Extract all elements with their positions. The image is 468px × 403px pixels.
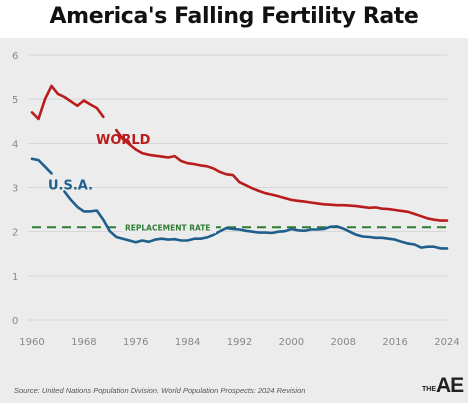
x-tick-label: 1976 (123, 337, 148, 348)
x-tick-label: 1992 (227, 337, 252, 348)
y-tick-label: 5 (12, 95, 18, 106)
usa-series-label: U.S.A. (48, 178, 93, 193)
x-tick-label: 1984 (175, 337, 200, 348)
y-tick-label: 1 (12, 272, 18, 283)
y-tick-label: 0 (12, 316, 18, 327)
chart-title: America's Falling Fertility Rate (49, 4, 419, 29)
y-tick-label: 2 (12, 228, 18, 239)
title-band (0, 0, 468, 38)
x-tick-label: 1968 (71, 337, 96, 348)
source-note: Source: United Nations Population Divisi… (14, 386, 306, 395)
world-series-label: WORLD (96, 133, 151, 148)
replacement-rate-label: REPLACEMENT RATE (125, 223, 210, 232)
logo-small-text: THE (422, 386, 436, 393)
y-tick-label: 4 (12, 139, 18, 150)
y-tick-label: 3 (12, 184, 18, 195)
publisher-logo: THE AE (422, 374, 464, 398)
y-tick-label: 6 (12, 51, 18, 62)
x-tick-label: 2024 (434, 337, 459, 348)
logo-large-text: AE (436, 374, 464, 397)
x-tick-label: 2016 (382, 337, 407, 348)
x-tick-label: 2008 (331, 337, 356, 348)
x-tick-label: 1960 (19, 337, 44, 348)
replacement-label-bg (122, 220, 216, 234)
x-tick-label: 2000 (279, 337, 304, 348)
usa-series-line (30, 157, 449, 250)
world-series-line (30, 84, 449, 222)
